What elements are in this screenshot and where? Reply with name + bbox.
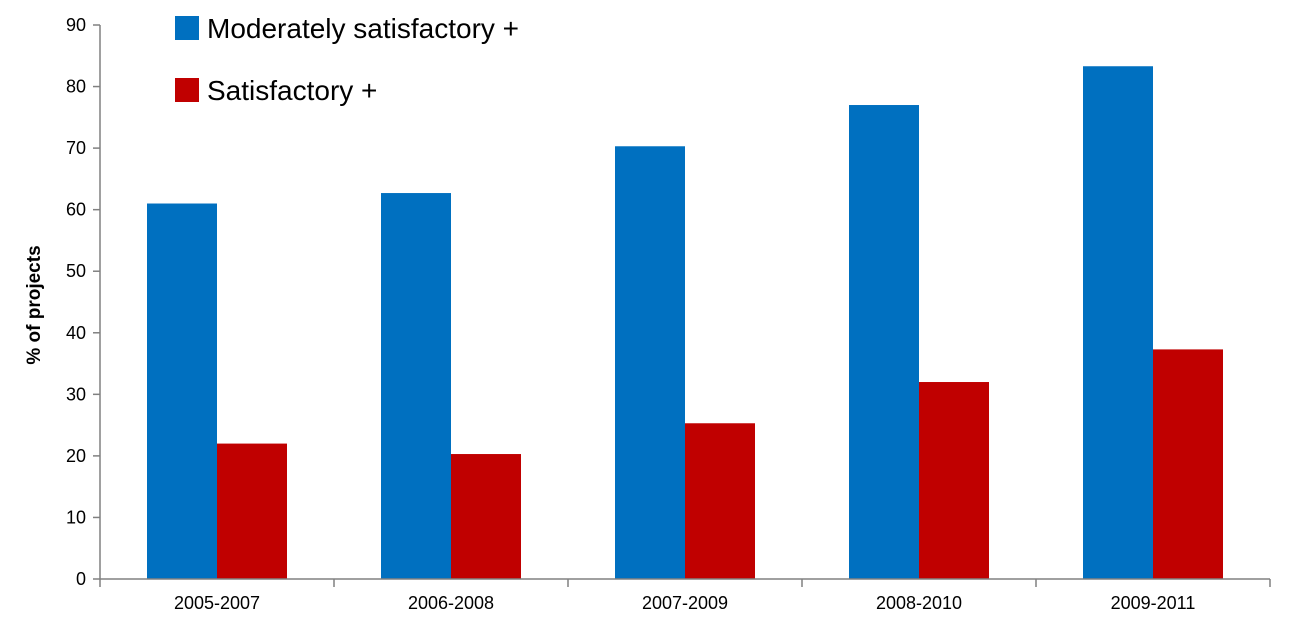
y-tick-label: 10 [66, 507, 86, 527]
x-tick-label: 2006-2008 [408, 593, 494, 613]
y-tick-label: 20 [66, 446, 86, 466]
y-tick-label: 60 [66, 200, 86, 220]
y-tick-label: 90 [66, 15, 86, 35]
bar-series-2-2006-2008 [451, 454, 521, 579]
legend-label: Satisfactory + [207, 75, 377, 106]
y-tick-label: 70 [66, 138, 86, 158]
x-tick-label: 2008-2010 [876, 593, 962, 613]
y-tick-label: 80 [66, 77, 86, 97]
bar-series-2-2005-2007 [217, 443, 287, 579]
bar-series-1-2006-2008 [381, 193, 451, 579]
y-tick-label: 0 [76, 569, 86, 589]
y-tick-label: 50 [66, 261, 86, 281]
y-axis: 0 10 20 30 40 50 60 70 80 90 [66, 15, 101, 589]
bar-series-1-2007-2009 [615, 146, 685, 579]
x-tick-label: 2009-2011 [1111, 593, 1196, 613]
x-tick-label: 2005-2007 [174, 593, 260, 613]
legend: Moderately satisfactory + Satisfactory + [175, 13, 519, 106]
x-tick-label: 2007-2009 [642, 593, 728, 613]
legend-label: Moderately satisfactory + [207, 13, 519, 44]
bars [147, 66, 1223, 580]
legend-swatch [175, 78, 199, 102]
y-tick-label: 30 [66, 384, 86, 404]
bar-series-2-2009-2011 [1153, 349, 1223, 579]
bar-series-1-2005-2007 [147, 203, 217, 579]
bar-series-1-2009-2011 [1083, 66, 1153, 579]
bar-series-2-2008-2010 [919, 382, 989, 579]
bar-series-1-2008-2010 [849, 105, 919, 580]
y-axis-title: % of projects [24, 245, 45, 364]
bar-series-2-2007-2009 [685, 423, 755, 579]
legend-swatch [175, 16, 199, 40]
y-tick-label: 40 [66, 323, 86, 343]
x-axis: 2005-2007 2006-2008 2007-2009 2008-2010 2009… [99, 578, 1271, 613]
